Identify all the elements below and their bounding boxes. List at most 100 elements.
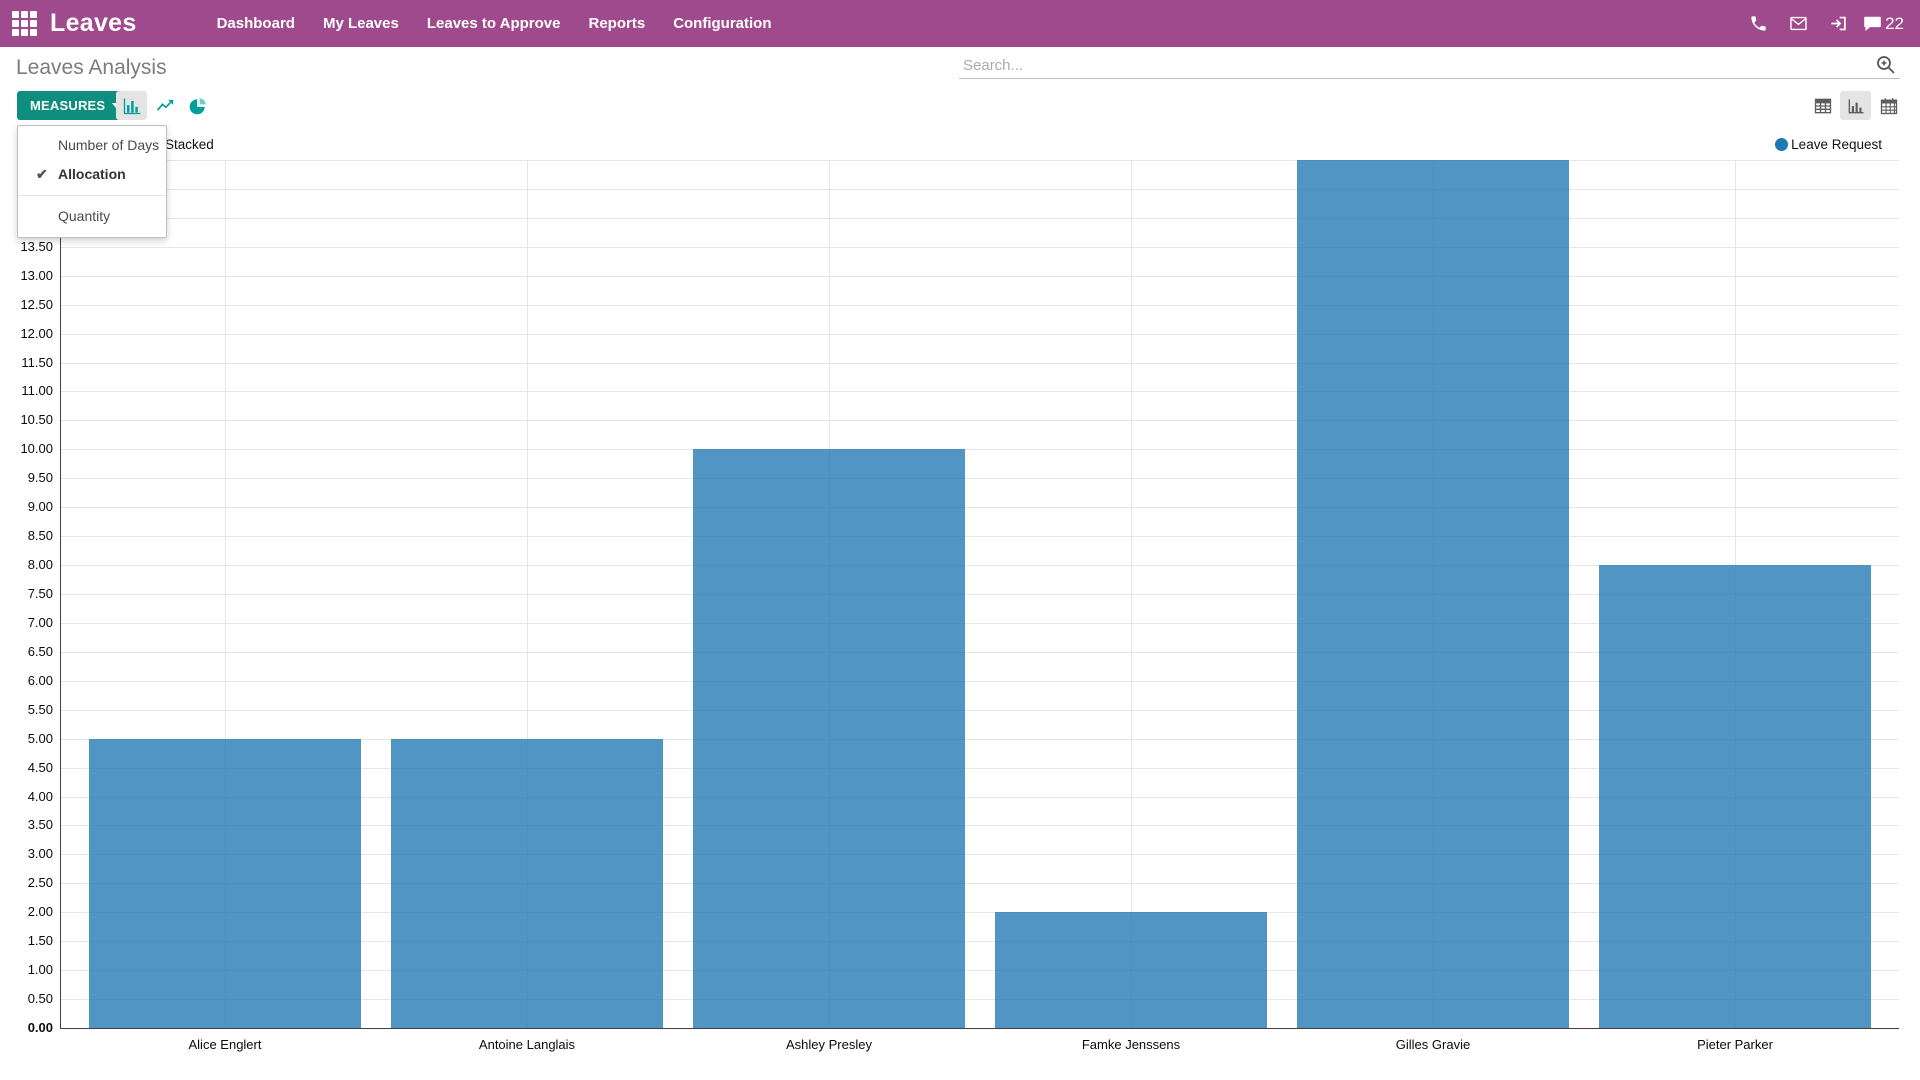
nav-item-my-leaves[interactable]: My Leaves <box>322 15 399 32</box>
legend-dot <box>1775 138 1789 151</box>
phone-icon[interactable] <box>1743 0 1773 47</box>
y-axis-tick-label: 9.00 <box>27 499 53 515</box>
measure-option-label: Number of Days <box>58 137 160 153</box>
y-axis-tick-label: 7.00 <box>27 614 53 630</box>
y-axis-tick-label: 7.50 <box>27 586 53 601</box>
line-chart-type-button[interactable] <box>149 91 180 120</box>
legend-leave-request[interactable]: Leave Request <box>1775 137 1882 152</box>
comment-icon <box>1863 14 1882 33</box>
y-gridline <box>60 304 1899 306</box>
pivot-view-button[interactable] <box>1807 91 1838 120</box>
y-gridline <box>60 188 1899 190</box>
y-gridline <box>60 217 1899 219</box>
y-gridline <box>60 825 1899 827</box>
y-gridline <box>60 970 1899 972</box>
y-gridline <box>60 275 1899 277</box>
y-gridline <box>60 507 1899 509</box>
graph-view-button[interactable] <box>1840 91 1871 120</box>
x-axis-zero-line <box>60 1028 1899 1029</box>
y-axis-tick-label: 3.00 <box>27 846 53 862</box>
y-gridline <box>60 883 1899 885</box>
measure-option-quantity[interactable]: Quantity <box>18 202 166 231</box>
navbar-systray: 22 <box>1743 0 1920 47</box>
y-axis-tick-label: 11.00 <box>21 383 53 399</box>
y-axis-tick-label: 12.50 <box>20 296 53 312</box>
measures-button[interactable]: MEASURES <box>17 91 134 120</box>
y-axis-tick-label: 8.50 <box>27 528 53 544</box>
y-gridline <box>60 391 1899 393</box>
y-axis-tick-label: 13.00 <box>20 267 53 283</box>
y-axis-tick-label: 3.50 <box>27 817 53 833</box>
bar-chart-type-button[interactable] <box>116 91 147 120</box>
y-gridline <box>60 622 1899 624</box>
nav-item-reports[interactable]: Reports <box>588 15 646 32</box>
x-axis-category-label: Pieter Parker <box>1697 1037 1773 1052</box>
messages-button[interactable]: 22 <box>1863 0 1904 47</box>
app-brand[interactable]: Leaves <box>50 9 137 37</box>
bar-pieter-parker[interactable] <box>1599 565 1871 1028</box>
nav-item-dashboard[interactable]: Dashboard <box>216 15 295 32</box>
x-axis-category-label: Famke Jenssens <box>1081 1037 1181 1052</box>
search-input[interactable] <box>963 53 1853 77</box>
pie-chart-type-button[interactable] <box>182 91 213 120</box>
message-count-badge: 22 <box>1885 13 1904 33</box>
measures-button-label: MEASURES <box>30 98 106 113</box>
y-gridline <box>60 738 1899 740</box>
view-switcher <box>1807 91 1904 120</box>
chart-type-switcher <box>116 91 213 120</box>
y-gridline <box>60 160 1899 161</box>
y-axis-tick-label: 8.00 <box>27 557 53 573</box>
check-icon: ✔ <box>36 166 48 182</box>
x-gridline <box>225 160 226 1028</box>
nav-item-configuration[interactable]: Configuration <box>673 15 772 32</box>
dropdown-divider <box>18 195 166 196</box>
y-gridline <box>60 333 1899 335</box>
nav-item-leaves-to-approve[interactable]: Leaves to Approve <box>426 15 561 32</box>
y-gridline <box>60 709 1899 711</box>
zoom-in-search-icon[interactable] <box>1874 53 1898 77</box>
y-axis-tick-label: 10.00 <box>20 441 53 457</box>
y-axis-tick-label: 10.50 <box>20 412 53 428</box>
x-axis-category-label: Gilles Gravie <box>1395 1037 1471 1052</box>
y-axis-tick-label: 4.00 <box>27 788 53 804</box>
apps-grid-icon[interactable] <box>4 0 44 47</box>
bar-gilles-gravie[interactable] <box>1297 160 1569 1028</box>
y-axis-tick-label: 6.50 <box>27 643 53 659</box>
y-axis-tick-label: 0.00 <box>27 1020 53 1035</box>
stacked-toggle-label: Stacked <box>165 137 214 152</box>
y-gridline <box>60 999 1899 1001</box>
y-axis-tick-label: 5.50 <box>27 701 53 717</box>
measure-option-label: Allocation <box>58 166 126 182</box>
top-navbar: Leaves Dashboard My Leaves Leaves to App… <box>0 0 1920 47</box>
y-axis-tick-label: 2.50 <box>27 875 53 891</box>
bar-alice-englert[interactable] <box>89 738 361 1028</box>
y-gridline <box>60 362 1899 364</box>
y-axis-tick-label: 1.50 <box>27 933 53 949</box>
y-gridline <box>60 796 1899 798</box>
y-gridline <box>60 594 1899 595</box>
legend-label: Leave Request <box>1791 137 1882 152</box>
x-axis-category-label: Ashley Presley <box>786 1037 872 1052</box>
y-gridline <box>60 767 1899 769</box>
search-box <box>959 51 1900 79</box>
y-axis-tick-label: 6.00 <box>27 672 53 688</box>
main-menu: Dashboard My Leaves Leaves to Approve Re… <box>203 0 786 47</box>
calendar-view-button[interactable] <box>1873 91 1904 120</box>
y-gridline <box>60 449 1899 451</box>
y-axis-line <box>60 160 61 1028</box>
y-axis-tick-label: 4.50 <box>27 759 53 775</box>
y-gridline <box>60 941 1899 943</box>
y-gridline <box>60 680 1899 682</box>
bar-famke-jenssens[interactable] <box>995 912 1267 1028</box>
measure-option-number-of-days[interactable]: Number of Days <box>18 131 166 160</box>
x-gridline <box>527 160 528 1028</box>
measure-option-allocation[interactable]: ✔ Allocation <box>18 160 166 189</box>
bar-ashley-presley[interactable] <box>693 449 965 1028</box>
y-gridline <box>60 536 1899 538</box>
bar-antoine-langlais[interactable] <box>391 738 663 1028</box>
sign-in-icon[interactable] <box>1823 0 1853 47</box>
envelope-icon[interactable] <box>1783 0 1813 47</box>
y-axis-tick-label: 12.00 <box>20 325 53 341</box>
y-gridline <box>60 565 1899 567</box>
